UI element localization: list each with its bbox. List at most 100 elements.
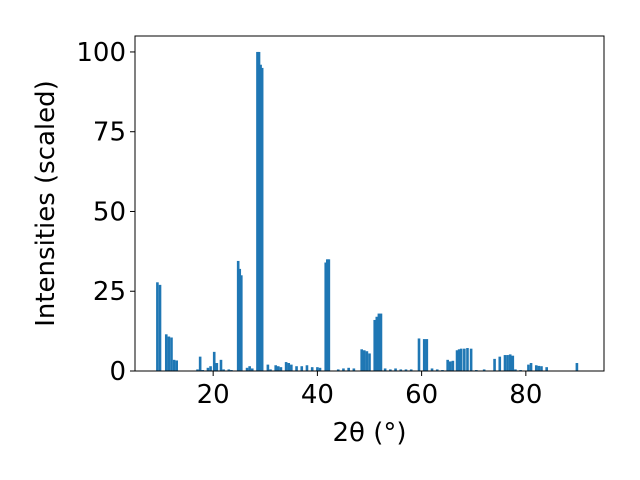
bar [575, 363, 579, 371]
bar [506, 355, 509, 371]
x-tick-label: 60 [405, 380, 438, 410]
bar [215, 363, 219, 371]
bar [266, 364, 270, 371]
bar [469, 348, 473, 371]
bar [529, 363, 533, 371]
bar [425, 339, 429, 371]
bar [248, 366, 251, 371]
bar [336, 369, 340, 371]
bar [435, 369, 439, 371]
bar [277, 366, 280, 371]
bar [514, 369, 517, 371]
bar [527, 364, 530, 371]
plot-frame [134, 35, 605, 372]
bar [540, 366, 543, 371]
bar [260, 67, 264, 372]
bar [279, 367, 283, 371]
bar [236, 260, 240, 371]
bar [451, 360, 455, 371]
bar [545, 367, 548, 371]
bar [511, 355, 515, 371]
bar [250, 368, 254, 371]
bar [274, 365, 278, 371]
bar [324, 262, 328, 371]
x-axis: 20 40 60 80 [197, 371, 542, 410]
bar [284, 362, 288, 371]
bar [305, 365, 309, 371]
bar [198, 356, 202, 371]
y-tick-label: 100 [76, 38, 126, 68]
y-tick-label: 50 [93, 197, 126, 227]
bar [409, 369, 413, 371]
y-axis: 0 25 50 75 100 [76, 38, 135, 387]
bar [164, 334, 168, 371]
bar [158, 284, 162, 371]
bar [493, 358, 496, 371]
bar [508, 354, 512, 371]
bar [379, 313, 383, 371]
bar [498, 356, 502, 371]
bar [347, 367, 350, 371]
bar [310, 367, 314, 371]
bar [206, 367, 210, 371]
y-tick-label: 0 [109, 357, 126, 387]
bar [352, 368, 356, 371]
y-tick-label: 25 [93, 277, 126, 307]
y-tick-label: 75 [93, 118, 126, 148]
bar [383, 368, 387, 371]
bar [240, 275, 243, 371]
bar [256, 51, 259, 371]
bar [365, 351, 369, 371]
bar [389, 369, 392, 371]
bar [222, 369, 225, 371]
bar [170, 337, 173, 371]
bar [459, 348, 463, 371]
bar [269, 369, 272, 371]
bar [300, 366, 304, 371]
bar [448, 361, 452, 371]
x-tick-label: 20 [197, 380, 230, 410]
bar [219, 359, 223, 371]
bar [290, 364, 293, 371]
bar [455, 350, 459, 371]
bar [175, 360, 178, 371]
bar [362, 350, 366, 371]
bar [466, 348, 469, 371]
bar [156, 282, 159, 371]
bar [482, 369, 486, 371]
bar [212, 351, 216, 371]
bar [316, 367, 319, 371]
bar [394, 368, 397, 371]
bar [537, 365, 541, 371]
x-tick-label: 80 [509, 380, 542, 410]
bar-series [156, 51, 579, 372]
bar [457, 349, 461, 371]
bar [227, 369, 231, 371]
bar [318, 367, 322, 371]
bar [404, 369, 408, 371]
bar [368, 353, 371, 371]
bar [238, 268, 242, 371]
bar [245, 367, 249, 371]
bar [295, 366, 298, 371]
bar [342, 368, 345, 371]
x-axis-label: 2θ (°) [332, 418, 406, 448]
bar [327, 259, 331, 371]
bar [209, 366, 212, 371]
bar [446, 359, 449, 371]
bar [377, 313, 381, 371]
bar [167, 336, 171, 371]
bar [259, 64, 262, 372]
bar [503, 355, 507, 371]
bar [463, 348, 466, 371]
y-axis-label: Intensities (scaled) [31, 80, 61, 327]
bar [196, 369, 199, 371]
bar [287, 363, 291, 371]
bar [375, 316, 379, 371]
bar [360, 349, 363, 371]
bar [399, 369, 403, 371]
x-tick-label: 40 [301, 380, 334, 410]
bar [172, 359, 176, 371]
bar [325, 259, 329, 371]
